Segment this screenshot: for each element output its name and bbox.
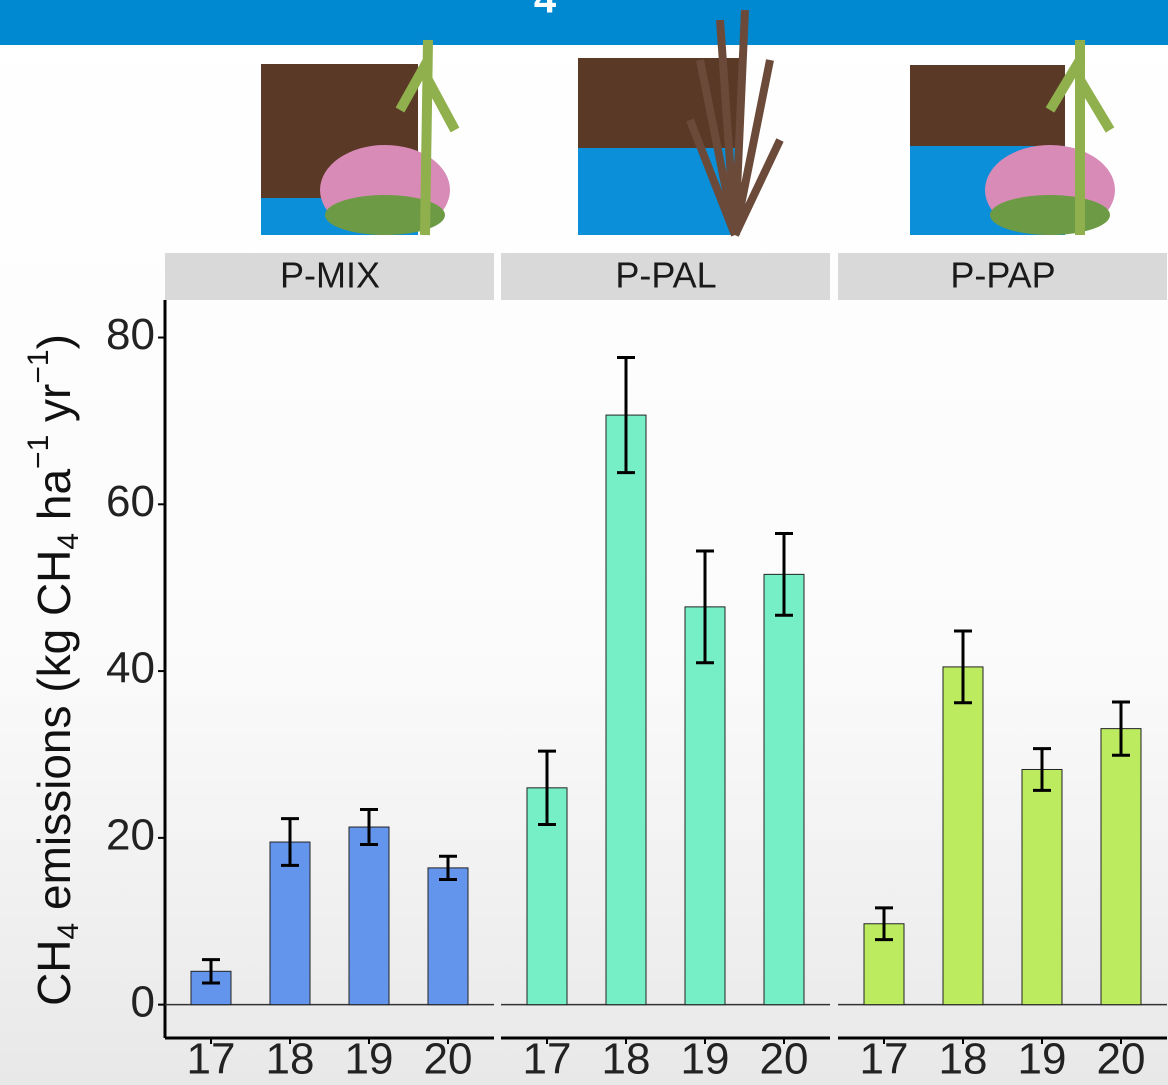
- banner: [0, 0, 1168, 45]
- plant: [1045, 40, 1115, 235]
- error-bar: [1033, 747, 1051, 792]
- facet-label: P-MIX: [280, 255, 380, 296]
- facet-label: P-PAL: [615, 255, 716, 296]
- y-label-part: CH: [28, 939, 80, 1005]
- y-tick-label: 0: [131, 977, 155, 1026]
- error-bar: [875, 906, 893, 942]
- error-bar: [439, 854, 457, 882]
- bar: [605, 414, 647, 1006]
- error-bar: [617, 356, 635, 475]
- y-label-part: ha: [28, 469, 80, 533]
- error-bar: [954, 629, 972, 705]
- y-tick-label: 40: [106, 644, 155, 693]
- x-tick-label: 19: [681, 1035, 730, 1084]
- x-tick-label: 20: [1097, 1035, 1146, 1084]
- bar: [269, 841, 311, 1006]
- facet-strip: [838, 253, 1167, 300]
- y-axis-label: CH4 emissions (kg CH4 ha−1 yr−1): [22, 334, 85, 1006]
- error-bar: [538, 749, 556, 827]
- plant: [395, 39, 460, 236]
- plant-illustrations: [261, 9, 1115, 237]
- facet-strip: [165, 253, 494, 300]
- x-tick-label: 18: [266, 1035, 315, 1084]
- y-tick-label: 60: [106, 477, 155, 526]
- bar: [684, 606, 726, 1006]
- bar: [763, 573, 805, 1006]
- plant: [686, 9, 784, 237]
- soil: [910, 65, 1065, 146]
- bar: [1100, 728, 1142, 1006]
- x-tick-label: 17: [187, 1035, 236, 1084]
- x-tick-label: 19: [345, 1035, 394, 1084]
- y-tick-label: 20: [106, 810, 155, 859]
- error-bar: [696, 549, 714, 665]
- banner-text: 4: [534, 0, 557, 22]
- plant: [325, 195, 445, 235]
- error-bar: [202, 958, 220, 985]
- error-bar: [360, 808, 378, 847]
- x-tick-label: 17: [860, 1035, 909, 1084]
- plant: [990, 195, 1110, 235]
- x-tick-label: 18: [602, 1035, 651, 1084]
- x-tick-label: 18: [939, 1035, 988, 1084]
- error-bar: [1112, 700, 1130, 757]
- y-label-part: 4: [52, 923, 85, 940]
- y-label-part: ): [28, 334, 80, 349]
- facet-strip: [501, 253, 830, 300]
- y-tick-label: 80: [106, 310, 155, 359]
- y-label-part: 4: [52, 533, 85, 550]
- x-tick-label: 17: [523, 1035, 572, 1084]
- bar: [1021, 768, 1063, 1006]
- bar: [427, 867, 469, 1006]
- y-label-part: −1: [22, 349, 55, 383]
- facet-label: P-PAP: [950, 255, 1055, 296]
- error-bar: [281, 817, 299, 867]
- error-bar: [775, 531, 793, 617]
- y-label-part: emissions (kg CH: [28, 550, 80, 923]
- y-label-part: −1: [22, 435, 55, 469]
- x-tick-label: 20: [424, 1035, 473, 1084]
- y-label-part: yr: [28, 384, 80, 435]
- bar: [942, 666, 984, 1006]
- x-tick-label: 19: [1018, 1035, 1067, 1084]
- x-tick-label: 20: [760, 1035, 809, 1084]
- bar: [348, 826, 390, 1006]
- water: [578, 148, 740, 235]
